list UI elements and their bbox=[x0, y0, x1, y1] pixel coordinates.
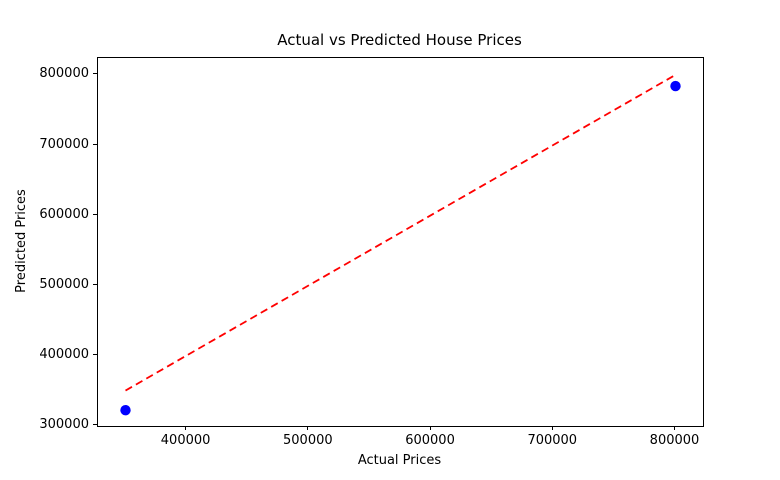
y-tick-mark bbox=[93, 424, 97, 426]
y-axis-label: Predicted Prices bbox=[14, 189, 29, 293]
x-tick-mark bbox=[185, 426, 187, 430]
x-tick-mark bbox=[674, 426, 675, 430]
y-tick-mark bbox=[93, 213, 97, 215]
x-tick-label: 700000 bbox=[527, 433, 578, 448]
x-tick-label: 800000 bbox=[649, 433, 700, 448]
x-tick-mark bbox=[429, 426, 431, 430]
y-tick-label: 500000 bbox=[39, 276, 89, 292]
reference-line bbox=[125, 74, 676, 392]
y-tick-mark bbox=[93, 353, 97, 355]
x-tick-mark bbox=[307, 426, 309, 430]
chart-title: Actual vs Predicted House Prices bbox=[277, 31, 522, 49]
scatter-plot-svg bbox=[120, 74, 681, 416]
y-tick-label: 400000 bbox=[39, 346, 89, 362]
plot-area bbox=[97, 57, 704, 427]
y-tick-mark bbox=[93, 283, 97, 285]
y-tick-mark bbox=[93, 73, 97, 75]
y-tick-label: 600000 bbox=[39, 206, 89, 222]
x-axis-label: Actual Prices bbox=[357, 453, 442, 468]
x-tick-mark bbox=[551, 426, 553, 430]
y-tick-label: 800000 bbox=[39, 66, 89, 82]
x-tick-label: 600000 bbox=[405, 433, 455, 448]
y-tick-label: 700000 bbox=[39, 136, 89, 152]
y-tick-label: 300000 bbox=[39, 417, 89, 433]
y-tick-mark bbox=[93, 143, 97, 145]
scatter-point bbox=[670, 80, 681, 92]
scatter-point bbox=[120, 405, 131, 416]
x-tick-label: 500000 bbox=[283, 433, 333, 448]
x-tick-label: 400000 bbox=[160, 433, 211, 448]
